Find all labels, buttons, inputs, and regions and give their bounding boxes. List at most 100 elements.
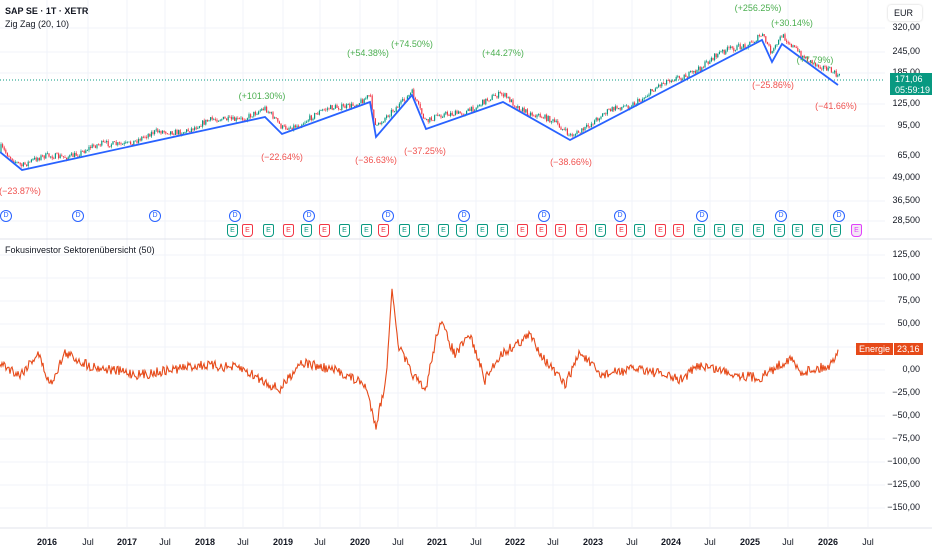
dividend-marker: D <box>833 210 845 222</box>
candle <box>75 152 77 156</box>
time-axis-label: 2025 <box>739 537 761 547</box>
candle <box>58 153 60 159</box>
candle <box>774 45 776 49</box>
dividend-marker: D <box>229 210 241 222</box>
candle <box>597 117 599 121</box>
candle <box>427 119 429 122</box>
candle <box>278 121 280 124</box>
dividend-marker: D <box>458 210 470 222</box>
zigzag-label: (−38.66%) <box>550 157 592 167</box>
candle <box>56 153 58 155</box>
earnings-marker: E <box>812 224 823 237</box>
candle <box>517 106 519 108</box>
candle <box>702 67 704 69</box>
earnings-marker: E <box>438 224 449 237</box>
candle <box>613 107 615 111</box>
candle <box>253 111 255 117</box>
candle <box>814 62 816 66</box>
candle <box>328 108 330 110</box>
candle <box>658 84 660 87</box>
candle <box>62 156 64 158</box>
candle <box>477 105 479 108</box>
candle <box>326 108 328 110</box>
candle <box>304 122 306 124</box>
currency-button[interactable]: EUR <box>888 5 922 21</box>
time-axis-label: Jul <box>470 537 482 547</box>
earnings-marker: E <box>634 224 645 237</box>
candle <box>608 109 610 111</box>
candle <box>2 144 4 148</box>
candle <box>837 75 839 77</box>
candle <box>488 100 490 102</box>
candle <box>720 51 722 53</box>
candle <box>26 164 28 167</box>
candle <box>138 139 140 143</box>
zigzag-label: (+74.50%) <box>391 39 433 49</box>
time-axis-label: 2021 <box>426 537 448 547</box>
candle <box>288 128 290 130</box>
dividend-marker: D <box>614 210 626 222</box>
candle <box>19 162 21 165</box>
candle <box>272 112 274 119</box>
candle <box>403 99 405 101</box>
candle <box>91 144 93 149</box>
candle <box>162 130 164 134</box>
candle <box>296 125 298 128</box>
earnings-marker: E <box>227 224 238 237</box>
candle <box>563 128 565 130</box>
sector-indicator-legend[interactable]: Fokusinvestor Sektorenübersicht (50) <box>5 245 155 255</box>
candle <box>770 45 772 54</box>
candle <box>88 146 90 151</box>
candle <box>768 44 770 46</box>
zigzag-label: (−23.87%) <box>0 186 41 196</box>
price-axis-label: 125,00 <box>892 98 920 108</box>
candle <box>518 106 520 111</box>
candle <box>520 110 522 112</box>
zigzag-label: (−36.63%) <box>355 155 397 165</box>
candle <box>696 69 698 74</box>
current-price-tag: 171,06 05:59:19 <box>890 73 932 95</box>
candle <box>538 114 540 115</box>
candle <box>266 106 268 113</box>
candle <box>350 103 352 108</box>
candle <box>694 70 696 74</box>
earnings-marker: E <box>774 224 785 237</box>
candle <box>461 113 463 115</box>
candle <box>485 98 487 105</box>
earnings-marker: E <box>792 224 803 237</box>
candle <box>104 141 106 143</box>
candle <box>83 150 85 153</box>
candle <box>811 60 813 64</box>
candle <box>21 164 23 167</box>
candle <box>440 115 442 118</box>
candle <box>149 134 151 137</box>
symbol-title[interactable]: SAP SE · 1T · XETR <box>5 6 89 16</box>
earnings-marker: E <box>301 224 312 237</box>
candle <box>98 144 100 146</box>
candle <box>763 34 765 37</box>
candle <box>669 80 671 82</box>
candle <box>379 122 381 125</box>
candle <box>94 145 96 148</box>
candle <box>582 128 584 131</box>
candle <box>24 162 26 165</box>
candle <box>242 117 244 120</box>
zigzag-indicator-legend[interactable]: Zig Zag (20, 10) <box>5 19 70 29</box>
time-axis-label: 2018 <box>194 537 216 547</box>
candle <box>637 99 639 105</box>
candle <box>200 126 202 127</box>
candle <box>718 52 720 54</box>
earnings-marker: E <box>319 224 330 237</box>
candle <box>459 111 461 114</box>
candle <box>392 110 394 112</box>
zigzag-label: (+54.38%) <box>347 48 389 58</box>
candle <box>733 48 735 51</box>
candle <box>587 124 589 127</box>
candle <box>131 143 133 146</box>
candle <box>794 45 796 47</box>
candle <box>566 128 568 135</box>
candle <box>723 49 725 54</box>
earnings-marker: E <box>477 224 488 237</box>
current-price: 171,06 <box>895 74 923 84</box>
